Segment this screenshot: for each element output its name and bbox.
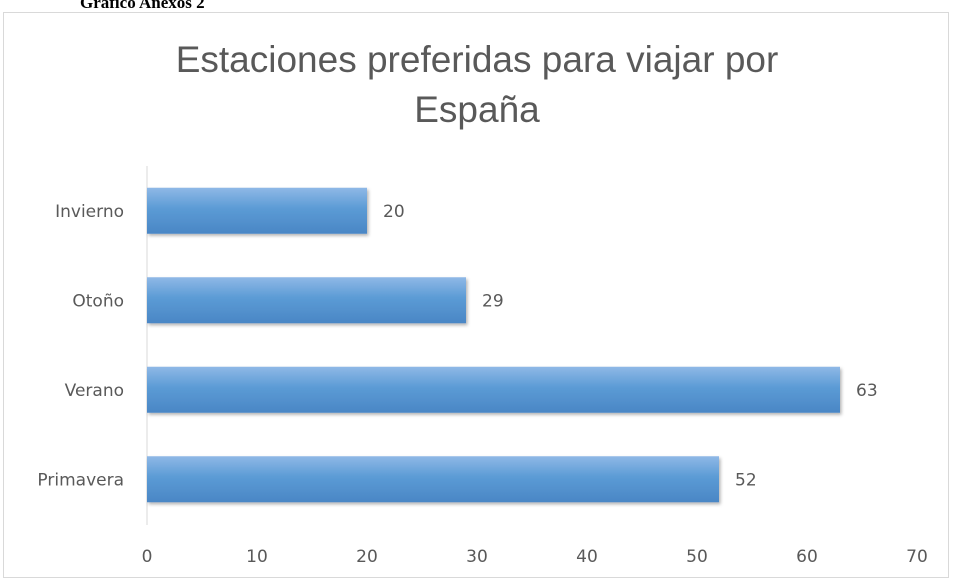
category-label: Primavera — [37, 470, 124, 490]
data-label: 20 — [383, 202, 405, 222]
x-tick-label: 0 — [142, 547, 153, 567]
x-tick-label: 60 — [796, 547, 818, 567]
figure-caption: Gráfico Anexos 2 — [80, 0, 205, 12]
x-tick-label: 70 — [906, 547, 928, 567]
x-tick-label: 40 — [576, 547, 598, 567]
x-tick-label: 10 — [246, 547, 268, 567]
data-label: 63 — [856, 381, 878, 401]
data-label: 52 — [735, 470, 757, 490]
data-label: 29 — [482, 291, 504, 311]
category-label: Invierno — [55, 202, 124, 222]
bar-verano — [147, 366, 840, 413]
x-tick-label: 30 — [466, 547, 488, 567]
bar-invierno — [147, 187, 367, 234]
bar-otoño — [147, 277, 466, 324]
x-tick-label: 50 — [686, 547, 708, 567]
chart-title: Estaciones preferidas para viajar por Es… — [175, 39, 779, 130]
bar-primavera — [147, 456, 719, 503]
x-tick-label: 20 — [356, 547, 378, 567]
category-label: Otoño — [72, 291, 124, 311]
category-label: Verano — [65, 381, 124, 401]
